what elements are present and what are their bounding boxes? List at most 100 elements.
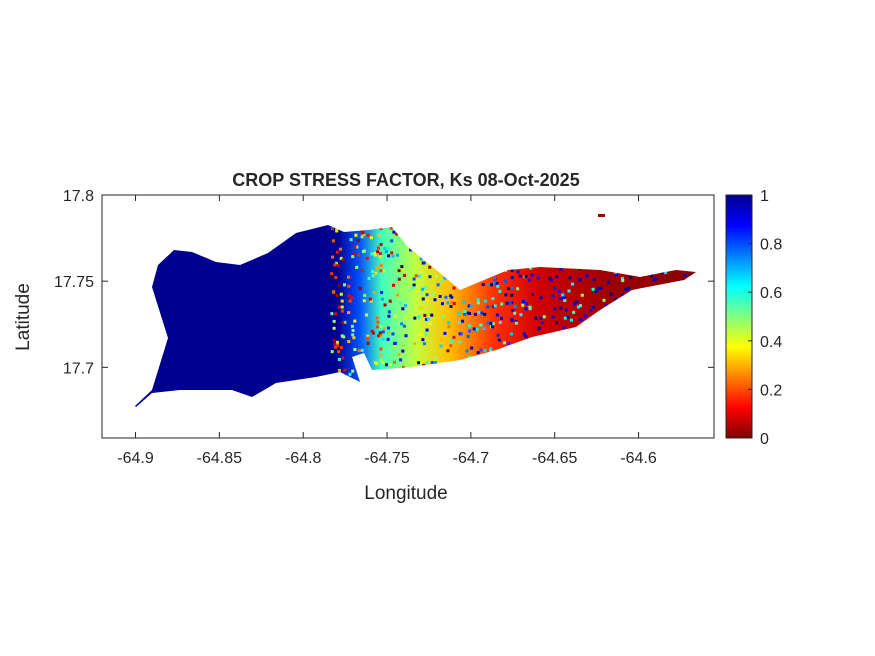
heatmap-cell bbox=[411, 286, 415, 290]
heatmap-cell bbox=[376, 246, 380, 250]
heatmap-cell bbox=[389, 226, 393, 230]
heatmap-cell bbox=[430, 313, 434, 317]
heatmap-cell bbox=[336, 263, 340, 267]
heatmap-cell bbox=[348, 299, 352, 303]
heatmap-cell bbox=[347, 340, 351, 344]
heatmap-cell bbox=[381, 361, 385, 365]
heatmap-cell bbox=[413, 336, 417, 340]
heatmap-cell bbox=[397, 269, 401, 273]
heatmap-cell bbox=[496, 284, 500, 288]
heatmap-cell bbox=[401, 342, 405, 346]
heatmap-cell bbox=[621, 278, 625, 282]
heatmap-cell bbox=[629, 276, 633, 280]
heatmap-cell bbox=[562, 326, 566, 330]
heatmap-cell bbox=[341, 258, 345, 262]
heatmap-cell bbox=[349, 238, 353, 242]
chart-title: CROP STRESS FACTOR, Ks 08-Oct-2025 bbox=[232, 170, 579, 190]
heatmap-cell bbox=[387, 254, 391, 258]
heatmap-cell bbox=[421, 338, 425, 342]
heatmap-cell bbox=[380, 290, 384, 294]
heatmap-cell bbox=[519, 313, 523, 317]
heatmap-cell bbox=[334, 345, 338, 349]
heatmap-cell bbox=[489, 347, 493, 351]
heatmap-cell bbox=[624, 287, 628, 291]
heatmap-cell bbox=[479, 348, 483, 352]
heatmap-cell bbox=[396, 276, 400, 280]
heatmap-cell bbox=[375, 362, 379, 366]
heatmap-cell bbox=[374, 271, 378, 275]
heatmap-cell bbox=[609, 292, 613, 296]
heatmap-cell bbox=[403, 316, 407, 320]
heatmap-cell bbox=[596, 286, 600, 290]
heatmap-cell bbox=[534, 316, 538, 320]
heatmap-cell bbox=[492, 281, 496, 285]
heatmap-cell bbox=[436, 283, 440, 287]
heatmap-cell bbox=[339, 256, 343, 260]
heatmap-cell bbox=[399, 287, 403, 291]
heatmap-cell bbox=[486, 321, 490, 325]
heatmap-cell bbox=[403, 273, 407, 277]
heatmap-cell bbox=[384, 250, 388, 254]
heatmap-cell bbox=[428, 265, 432, 269]
y-tick-label: 17.75 bbox=[54, 274, 94, 291]
heatmap-cell bbox=[472, 327, 476, 331]
heatmap-cell bbox=[561, 296, 565, 300]
heatmap-cell bbox=[371, 270, 375, 274]
heatmap-cell bbox=[510, 318, 514, 322]
heatmap-cell bbox=[412, 283, 416, 287]
heatmap-cell bbox=[476, 298, 480, 302]
heatmap-cell bbox=[330, 312, 334, 316]
heatmap-cell bbox=[513, 304, 517, 308]
heatmap-cell bbox=[563, 316, 567, 320]
heatmap-cell bbox=[551, 294, 555, 298]
heatmap-cell bbox=[383, 303, 387, 307]
heatmap-cell bbox=[589, 308, 593, 312]
heatmap-cell bbox=[401, 307, 405, 311]
heatmap-cell bbox=[423, 313, 427, 317]
heatmap-cell bbox=[412, 277, 416, 281]
heatmap-cell bbox=[370, 329, 374, 333]
heatmap-cell bbox=[564, 308, 568, 312]
heatmap-cell bbox=[343, 283, 347, 287]
heatmap-cell bbox=[340, 299, 344, 303]
heatmap-cell bbox=[576, 305, 580, 309]
heatmap-cell bbox=[579, 318, 583, 322]
heatmap-cell bbox=[336, 344, 340, 348]
heatmap-cell bbox=[511, 309, 515, 313]
y-axis-label: Latitude bbox=[13, 283, 34, 351]
heatmap-cell bbox=[424, 332, 428, 336]
heatmap-cell bbox=[353, 348, 357, 352]
heatmap-cell bbox=[343, 320, 347, 324]
heatmap-cell bbox=[469, 304, 473, 308]
heatmap-cell bbox=[383, 247, 387, 251]
heatmap-cell bbox=[570, 282, 574, 286]
heatmap-cell bbox=[479, 323, 483, 327]
heatmap-cell bbox=[371, 331, 375, 335]
heatmap-cell bbox=[428, 322, 432, 326]
heatmap-cell bbox=[394, 341, 398, 345]
heatmap-cell bbox=[341, 356, 345, 360]
heatmap-cell bbox=[422, 342, 426, 346]
x-tick-label: -64.75 bbox=[364, 450, 409, 467]
heatmap-cell bbox=[516, 270, 520, 274]
heatmap-cell bbox=[393, 360, 397, 364]
heatmap-cell bbox=[542, 315, 546, 319]
heatmap-cell bbox=[441, 314, 445, 318]
heatmap-cell bbox=[592, 278, 596, 282]
heatmap-cell bbox=[387, 310, 391, 314]
heatmap-cell bbox=[334, 261, 338, 265]
heatmap-cell bbox=[366, 341, 370, 345]
heatmap-cell bbox=[458, 340, 462, 344]
heatmap-cell bbox=[521, 300, 525, 304]
colorbar-tick-label: 0 bbox=[760, 431, 769, 448]
heatmap-cell bbox=[591, 287, 595, 291]
heatmap-cell bbox=[330, 350, 334, 354]
heatmap-cell bbox=[377, 233, 381, 237]
heatmap-cell bbox=[400, 242, 404, 246]
heatmap-cell bbox=[621, 293, 625, 297]
heatmap-cell bbox=[396, 293, 400, 297]
heatmap-cell bbox=[585, 274, 589, 278]
heatmap-cell bbox=[664, 270, 668, 274]
heatmap-cell bbox=[373, 253, 377, 257]
small-islet bbox=[598, 214, 605, 217]
